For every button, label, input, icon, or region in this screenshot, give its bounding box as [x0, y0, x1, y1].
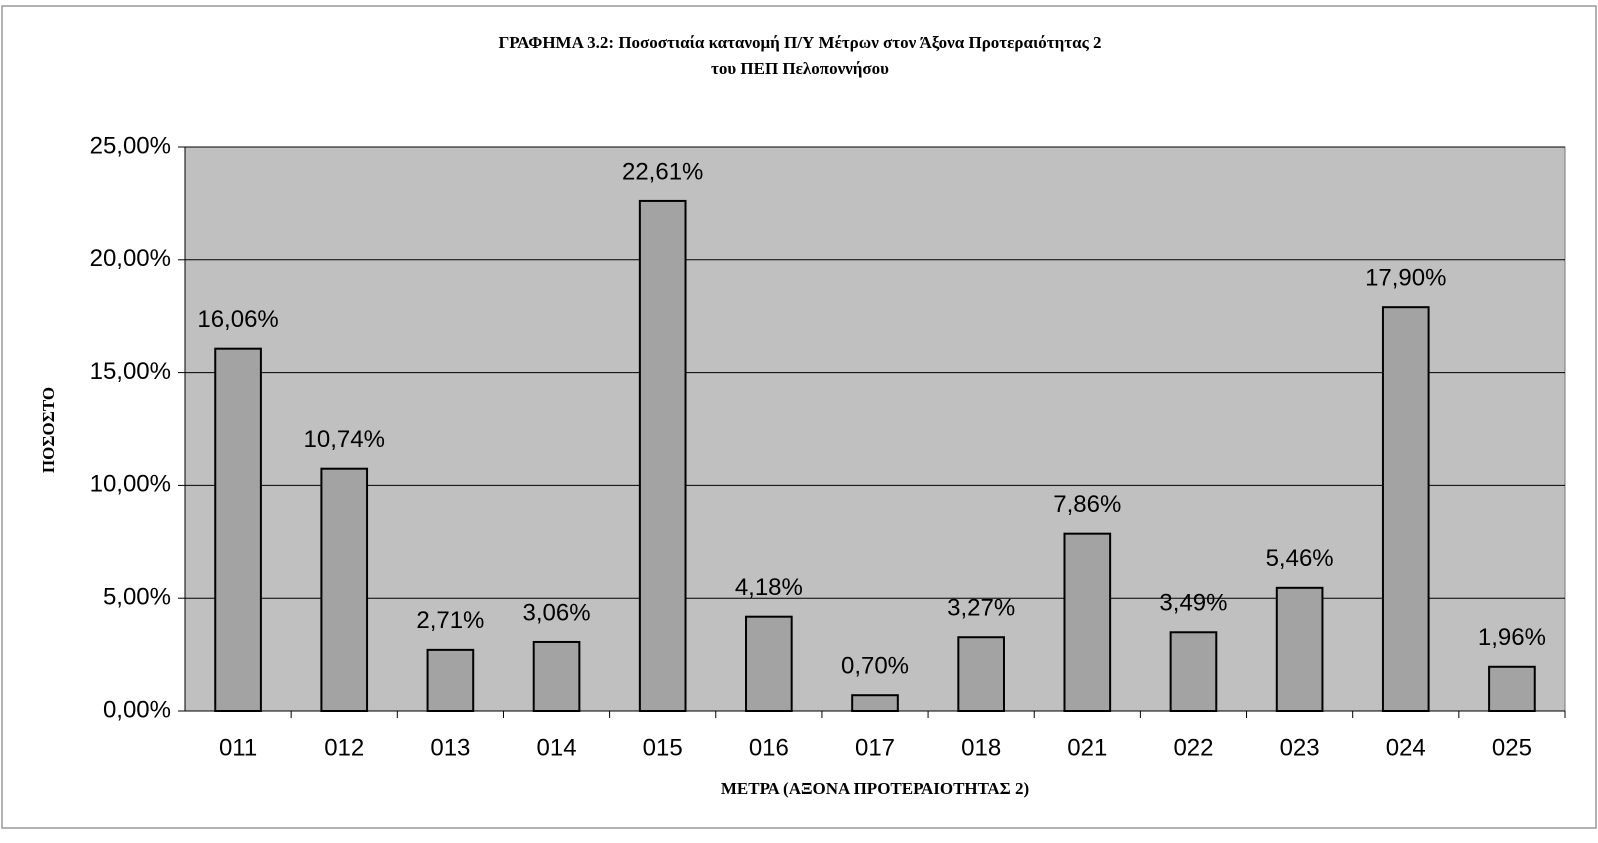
bar	[1488, 665, 1536, 713]
bar	[1169, 631, 1218, 713]
value-label: 3,49%	[1159, 590, 1227, 617]
value-label: 22,61%	[622, 158, 703, 185]
value-label: 3,06%	[523, 599, 591, 626]
x-tick-label: 018	[961, 734, 1001, 761]
bar	[214, 347, 262, 712]
value-label: 2,71%	[416, 607, 484, 634]
x-tick-label: 021	[1067, 734, 1107, 761]
y-tick-label: 20,00%	[90, 245, 171, 272]
x-tick-label: 024	[1386, 734, 1426, 761]
value-label: 4,18%	[735, 574, 803, 601]
bar	[957, 636, 1005, 713]
x-tick-label: 015	[643, 734, 683, 761]
value-label: 17,90%	[1365, 265, 1446, 292]
y-tick-label: 5,00%	[103, 584, 171, 611]
chart-title: ΓΡΑΦΗΜΑ 3.2: Ποσοστιαία κατανομή Π/Υ Μέτ…	[498, 33, 1101, 52]
x-tick-label: 023	[1280, 734, 1320, 761]
value-label: 10,74%	[304, 426, 385, 453]
plot-area	[184, 146, 1566, 712]
bar	[745, 615, 793, 713]
value-label: 5,46%	[1266, 545, 1334, 572]
x-tick-label: 017	[855, 734, 895, 761]
y-tick-label: 0,00%	[103, 696, 171, 723]
bar	[1381, 306, 1430, 712]
x-tick-label: 022	[1173, 734, 1213, 761]
value-label: 3,27%	[947, 595, 1015, 622]
y-tick-label: 25,00%	[90, 132, 171, 159]
value-label: 1,96%	[1478, 624, 1546, 651]
bar	[320, 467, 369, 712]
y-tick-label: 10,00%	[90, 471, 171, 498]
x-tick-label: 016	[749, 734, 789, 761]
y-tick-label: 15,00%	[90, 358, 171, 385]
bar	[426, 648, 475, 713]
bar	[532, 640, 581, 712]
bar	[1275, 586, 1324, 712]
x-tick-label: 025	[1492, 734, 1532, 761]
x-axis-label: ΜΕΤΡΑ (ΑΞΟΝΑ ΠΡΟΤΕΡΑΙΟΤΗΤΑΣ 2)	[721, 779, 1029, 798]
bar	[851, 694, 899, 713]
value-label: 7,86%	[1053, 491, 1121, 518]
x-tick-label: 013	[430, 734, 470, 761]
x-tick-label: 014	[537, 734, 577, 761]
bar	[1063, 532, 1112, 712]
y-axis-label: ΠΟΣΟΣΤΟ	[39, 387, 58, 473]
x-tick-label: 012	[324, 734, 364, 761]
value-label: 16,06%	[197, 306, 278, 333]
value-label: 0,70%	[841, 653, 909, 680]
chart-title: του ΠΕΠ Πελοποννήσου	[711, 59, 889, 78]
x-tick-label: 011	[219, 734, 257, 761]
bar	[638, 199, 687, 712]
